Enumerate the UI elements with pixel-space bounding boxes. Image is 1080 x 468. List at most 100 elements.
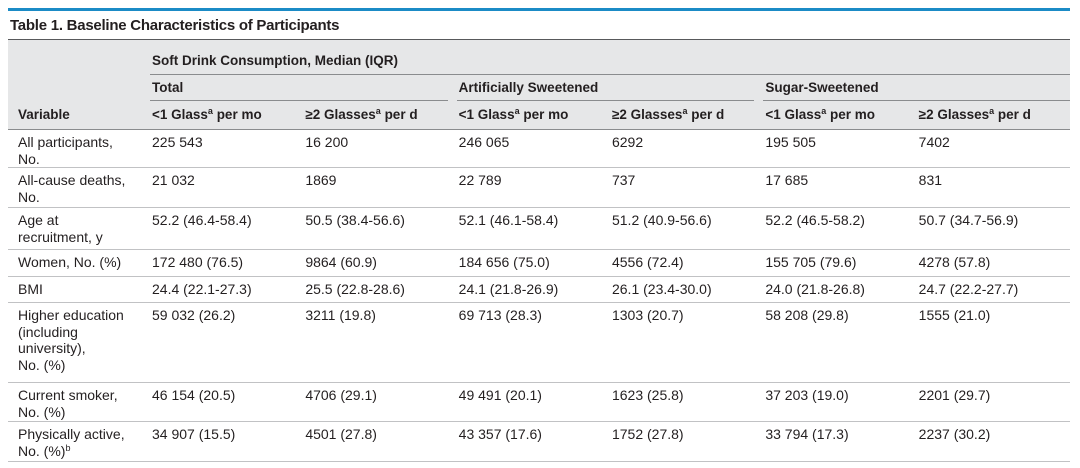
row-label: All participants, No. xyxy=(8,130,150,167)
superscript-marker: a xyxy=(514,106,520,116)
row-label: All-cause deaths, No. xyxy=(8,168,150,207)
col-header-total-high: ≥2 Glassesa per d xyxy=(303,101,456,129)
row-label-text: No. (%) xyxy=(18,442,66,459)
superscript-marker: a xyxy=(207,106,213,116)
cell-sugar-high: 50.7 (34.7-56.9) xyxy=(918,212,1019,228)
row-age-at-recruitment: Age at recruitment, y 52.2 (46.4-58.4) 5… xyxy=(8,208,1070,250)
cell-total-low: 172 480 (76.5) xyxy=(152,254,244,270)
cell-sugar-low: 52.2 (46.5-58.2) xyxy=(765,212,865,228)
cell-total-low: 52.2 (46.4-58.4) xyxy=(152,212,252,228)
col-header-sugar-low: <1 Glassa per mo xyxy=(763,101,916,129)
cell-sugar-low: 155 705 (79.6) xyxy=(765,254,857,270)
cell-total-high: 16 200 xyxy=(305,134,349,150)
col-header-suffix: per d xyxy=(380,107,418,122)
cell-artificial-low: 52.1 (46.1-58.4) xyxy=(458,212,559,228)
row-label: Physically active, No. (%)b xyxy=(8,422,150,461)
row-label: Higher education (including university),… xyxy=(8,303,150,382)
group-header-artificially-sweetened: Artificially Sweetened xyxy=(456,75,755,101)
cell-total-low: 225 543 xyxy=(152,134,203,150)
title-accent-rule xyxy=(8,8,1070,11)
group-header-sugar-sweetened: Sugar-Sweetened xyxy=(763,75,1070,101)
cell-total-low: 24.4 (22.1-27.3) xyxy=(152,281,252,297)
cell-artificial-low: 184 656 (75.0) xyxy=(458,254,550,270)
spanner-header: Soft Drink Consumption, Median (IQR) xyxy=(150,40,1070,75)
baseline-characteristics-table: Soft Drink Consumption, Median (IQR) Tot… xyxy=(8,39,1070,462)
row-higher-education: Higher education (including university),… xyxy=(8,303,1070,383)
col-header-suffix: per mo xyxy=(519,107,569,122)
row-label-line: No. xyxy=(18,188,40,205)
col-header-artificial-high: ≥2 Glassesa per d xyxy=(610,101,763,129)
group-header-total: Total xyxy=(150,75,448,101)
col-header-sugar-high: ≥2 Glassesa per d xyxy=(917,101,1070,129)
row-label-line: All participants, xyxy=(18,134,113,150)
cell-artificial-high: 1303 (20.7) xyxy=(611,307,684,323)
col-header-total-low: <1 Glassa per mo xyxy=(150,101,303,129)
col-header-text: <1 Glass xyxy=(765,107,822,122)
cell-sugar-high: 24.7 (22.2-27.7) xyxy=(918,281,1019,297)
row-label-line: recruitment, y xyxy=(18,228,103,245)
cell-sugar-low: 33 794 (17.3) xyxy=(765,426,849,442)
cell-sugar-high: 1555 (21.0) xyxy=(918,307,991,323)
header-row-groups: Total Artificially Sweetened Sugar-Sweet… xyxy=(8,75,1070,101)
row-label-line: No. (%) xyxy=(18,403,66,420)
cell-artificial-low: 49 491 (20.1) xyxy=(458,387,542,403)
row-label-line: Age at xyxy=(18,212,59,228)
col-header-text: <1 Glass xyxy=(458,107,515,122)
cell-total-low: 34 907 (15.5) xyxy=(152,426,236,442)
superscript-marker: a xyxy=(989,106,995,116)
table-body: All participants, No. 225 543 16 200 246… xyxy=(8,130,1070,462)
group-total: Total xyxy=(150,75,457,101)
cell-sugar-low: 17 685 xyxy=(765,172,809,188)
row-label: Current smoker, No. (%) xyxy=(8,383,150,421)
col-header-suffix: per mo xyxy=(212,107,262,122)
header-row-columns: Variable <1 Glassa per mo ≥2 Glassesa pe… xyxy=(8,101,1070,130)
cell-artificial-low: 22 789 xyxy=(458,172,502,188)
col-header-text: ≥2 Glasses xyxy=(305,107,376,122)
cell-sugar-low: 195 505 xyxy=(765,134,816,150)
cell-total-high: 4706 (29.1) xyxy=(305,387,377,403)
col-header-text: ≥2 Glasses xyxy=(611,107,683,122)
row-label-line: Current smoker, xyxy=(18,387,118,403)
cell-sugar-high: 831 xyxy=(918,172,943,188)
row-label-line: university), xyxy=(18,340,86,356)
header-blank-cell xyxy=(8,75,150,101)
row-label-line: Physically active, xyxy=(18,426,125,442)
cell-artificial-high: 26.1 (23.4-30.0) xyxy=(611,281,712,297)
superscript-marker: a xyxy=(375,106,381,116)
col-header-text: <1 Glass xyxy=(152,107,208,122)
col-header-suffix: per d xyxy=(994,107,1031,122)
cell-total-high: 4501 (27.8) xyxy=(305,426,377,442)
row-label-line-with-footnote: No. (%)b xyxy=(18,443,150,460)
cell-total-high: 1869 xyxy=(305,172,337,188)
col-header-suffix: per mo xyxy=(826,107,876,122)
cell-artificial-low: 246 065 xyxy=(458,134,510,150)
row-label-line: No. xyxy=(18,150,40,167)
group-sugar-sweetened: Sugar-Sweetened xyxy=(763,75,1070,101)
header-row-spanner: Soft Drink Consumption, Median (IQR) xyxy=(8,40,1070,75)
superscript-marker: b xyxy=(65,442,71,453)
cell-artificial-low: 24.1 (21.8-26.9) xyxy=(458,281,559,297)
cell-artificial-high: 51.2 (40.9-56.6) xyxy=(611,212,712,228)
col-header-suffix: per d xyxy=(687,107,725,122)
cell-artificial-high: 6292 xyxy=(611,134,644,150)
cell-artificial-low: 43 357 (17.6) xyxy=(458,426,542,442)
cell-total-high: 25.5 (22.8-28.6) xyxy=(305,281,405,297)
row-label-line: (including xyxy=(18,323,78,340)
col-header-text: ≥2 Glasses xyxy=(918,107,990,122)
row-label-line: No. (%) xyxy=(18,356,66,373)
row-label-line: All-cause deaths, xyxy=(18,172,126,188)
cell-total-low: 21 032 xyxy=(152,172,195,188)
cell-artificial-high: 1623 (25.8) xyxy=(611,387,684,403)
row-label: Age at recruitment, y xyxy=(8,208,150,249)
cell-total-low: 46 154 (20.5) xyxy=(152,387,236,403)
row-label-line: BMI xyxy=(18,281,43,297)
row-women: Women, No. (%) 172 480 (76.5) 9864 (60.9… xyxy=(8,250,1070,277)
cell-artificial-low: 69 713 (28.3) xyxy=(458,307,542,323)
col-header-artificial-low: <1 Glassa per mo xyxy=(457,101,610,129)
cell-artificial-high: 1752 (27.8) xyxy=(611,426,684,442)
row-current-smoker: Current smoker, No. (%) 46 154 (20.5) 47… xyxy=(8,383,1070,422)
variable-header: Variable xyxy=(18,107,70,122)
cell-sugar-high: 4278 (57.8) xyxy=(918,254,991,270)
row-all-participants: All participants, No. 225 543 16 200 246… xyxy=(8,130,1070,168)
row-physically-active: Physically active, No. (%)b 34 907 (15.5… xyxy=(8,422,1070,462)
